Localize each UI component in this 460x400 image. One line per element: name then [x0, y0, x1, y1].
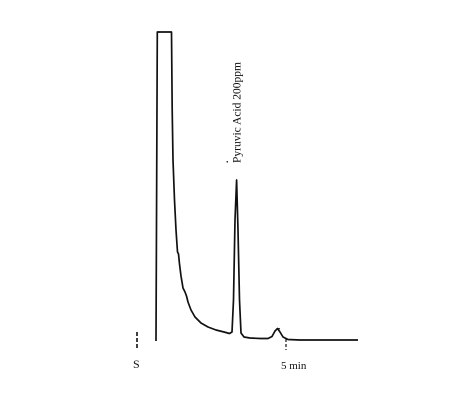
peak-apex-1 — [226, 160, 229, 163]
time-markers: S 5 min — [133, 332, 307, 372]
peak-apex-2 — [278, 327, 280, 330]
chromatogram-line — [155, 31, 358, 342]
five-minute-label: 5 min — [281, 360, 307, 372]
chromatogram-trace — [155, 31, 358, 342]
peak-apex-0 — [158, 31, 160, 33]
pyruvic-acid-peak-label: Pyruvic Acid 200ppm — [232, 62, 244, 163]
injection-marker-label: S — [133, 357, 140, 371]
